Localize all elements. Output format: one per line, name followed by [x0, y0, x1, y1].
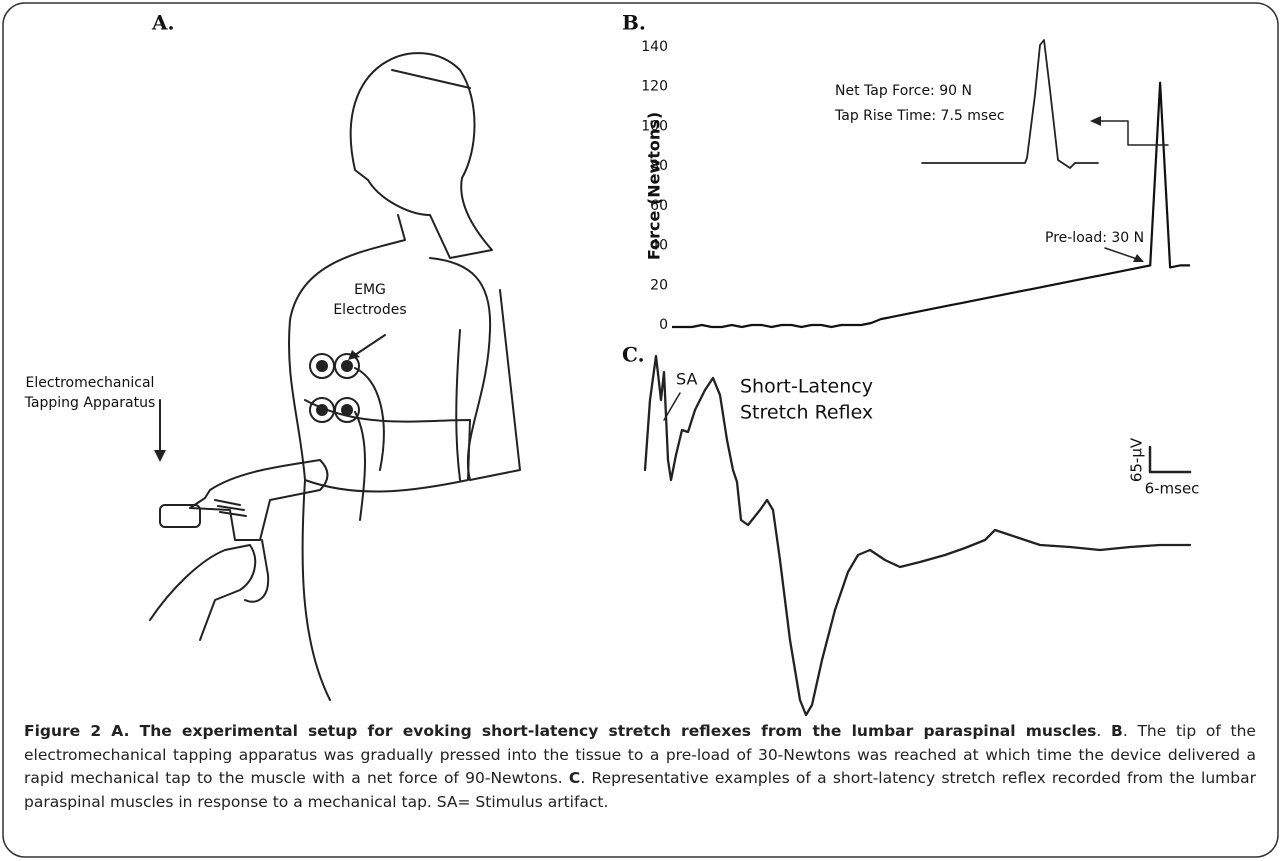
annotation: EMG — [354, 282, 386, 298]
panel-label: C. — [622, 343, 645, 367]
y-tick-label: 40 — [650, 238, 668, 254]
y-tick-label: 100 — [641, 118, 668, 134]
emg-trace — [645, 356, 1190, 715]
caption-text: B — [1111, 722, 1123, 740]
caption-text: Figure 2 — [24, 722, 101, 740]
annotation: Pre-load: 30 N — [1045, 230, 1144, 246]
annotation: Electromechanical — [26, 375, 155, 391]
caption-text: A. The experimental setup for evoking sh… — [101, 722, 1096, 740]
panel-label: B. — [622, 11, 646, 35]
caption-text: . — [1096, 722, 1111, 740]
y-tick-label: 120 — [641, 79, 668, 95]
scale-bar — [1150, 447, 1190, 472]
scale-label: 65-µV — [1128, 437, 1146, 482]
panel-title: Short-Latency — [740, 376, 873, 398]
callout-line — [1105, 248, 1140, 260]
annotation: SA — [676, 370, 697, 389]
panel-title: Stretch Reflex — [740, 402, 873, 424]
caption: Figure 2 A. The experimental setup for e… — [24, 720, 1256, 814]
caption-text: C — [569, 769, 580, 787]
annotation: Electrodes — [333, 302, 406, 318]
y-tick-label: 80 — [650, 158, 668, 174]
scale-label: 6-msec — [1145, 480, 1200, 498]
annotation: Net Tap Force: 90 N — [835, 83, 972, 99]
arrowhead — [1090, 116, 1101, 126]
inset-trace — [922, 40, 1098, 168]
annotation: Tapping Apparatus — [24, 395, 156, 411]
annotation: Tap Rise Time: 7.5 msec — [834, 108, 1005, 124]
illustration — [150, 53, 520, 700]
panel-label: A. — [151, 11, 174, 35]
y-tick-label: 0 — [659, 317, 668, 333]
y-tick-label: 60 — [650, 198, 668, 214]
page: A. B. Force (Newtons) 020406080100120140… — [0, 0, 1282, 861]
y-tick-label: 140 — [641, 39, 668, 55]
y-tick-label: 20 — [650, 277, 668, 293]
